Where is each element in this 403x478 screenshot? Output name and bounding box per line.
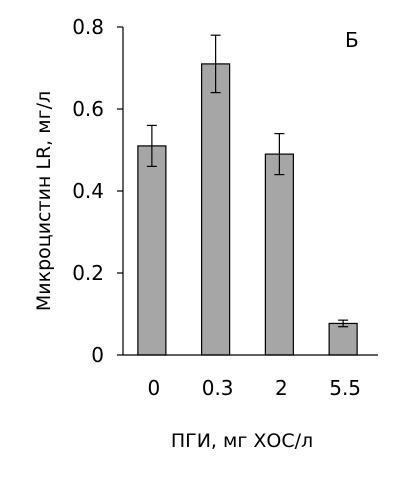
panel-label: Б	[345, 28, 359, 52]
error-bar	[274, 133, 285, 176]
bar	[328, 322, 358, 356]
y-axis-title: Микроцистин LR, мг/л	[33, 91, 55, 311]
error-bar	[146, 124, 157, 167]
y-axis-ticks: 0 0.2 0.4 0.6 0.8	[72, 15, 123, 367]
y-tick-label: 0.6	[72, 97, 104, 121]
error-bar	[338, 319, 349, 328]
error-bar	[210, 34, 221, 94]
y-tick-label: 0.2	[72, 261, 104, 285]
x-tick-label: 2	[275, 376, 288, 400]
x-tick-label: 0	[148, 376, 161, 400]
y-tick-label: 0.4	[72, 179, 104, 203]
bar	[201, 63, 231, 356]
x-tick-label: 0.3	[202, 376, 234, 400]
x-axis-ticks: 0 0.3 2 5.5	[148, 376, 362, 400]
y-tick-label: 0	[91, 343, 104, 367]
error-bars	[146, 34, 349, 328]
bar	[137, 145, 167, 356]
x-axis-title: ПГИ, мг ХОС/л	[171, 430, 313, 452]
x-tick-label: 5.5	[329, 376, 361, 400]
y-tick-label: 0.8	[72, 15, 104, 39]
bars	[137, 63, 358, 356]
bar	[264, 153, 294, 356]
